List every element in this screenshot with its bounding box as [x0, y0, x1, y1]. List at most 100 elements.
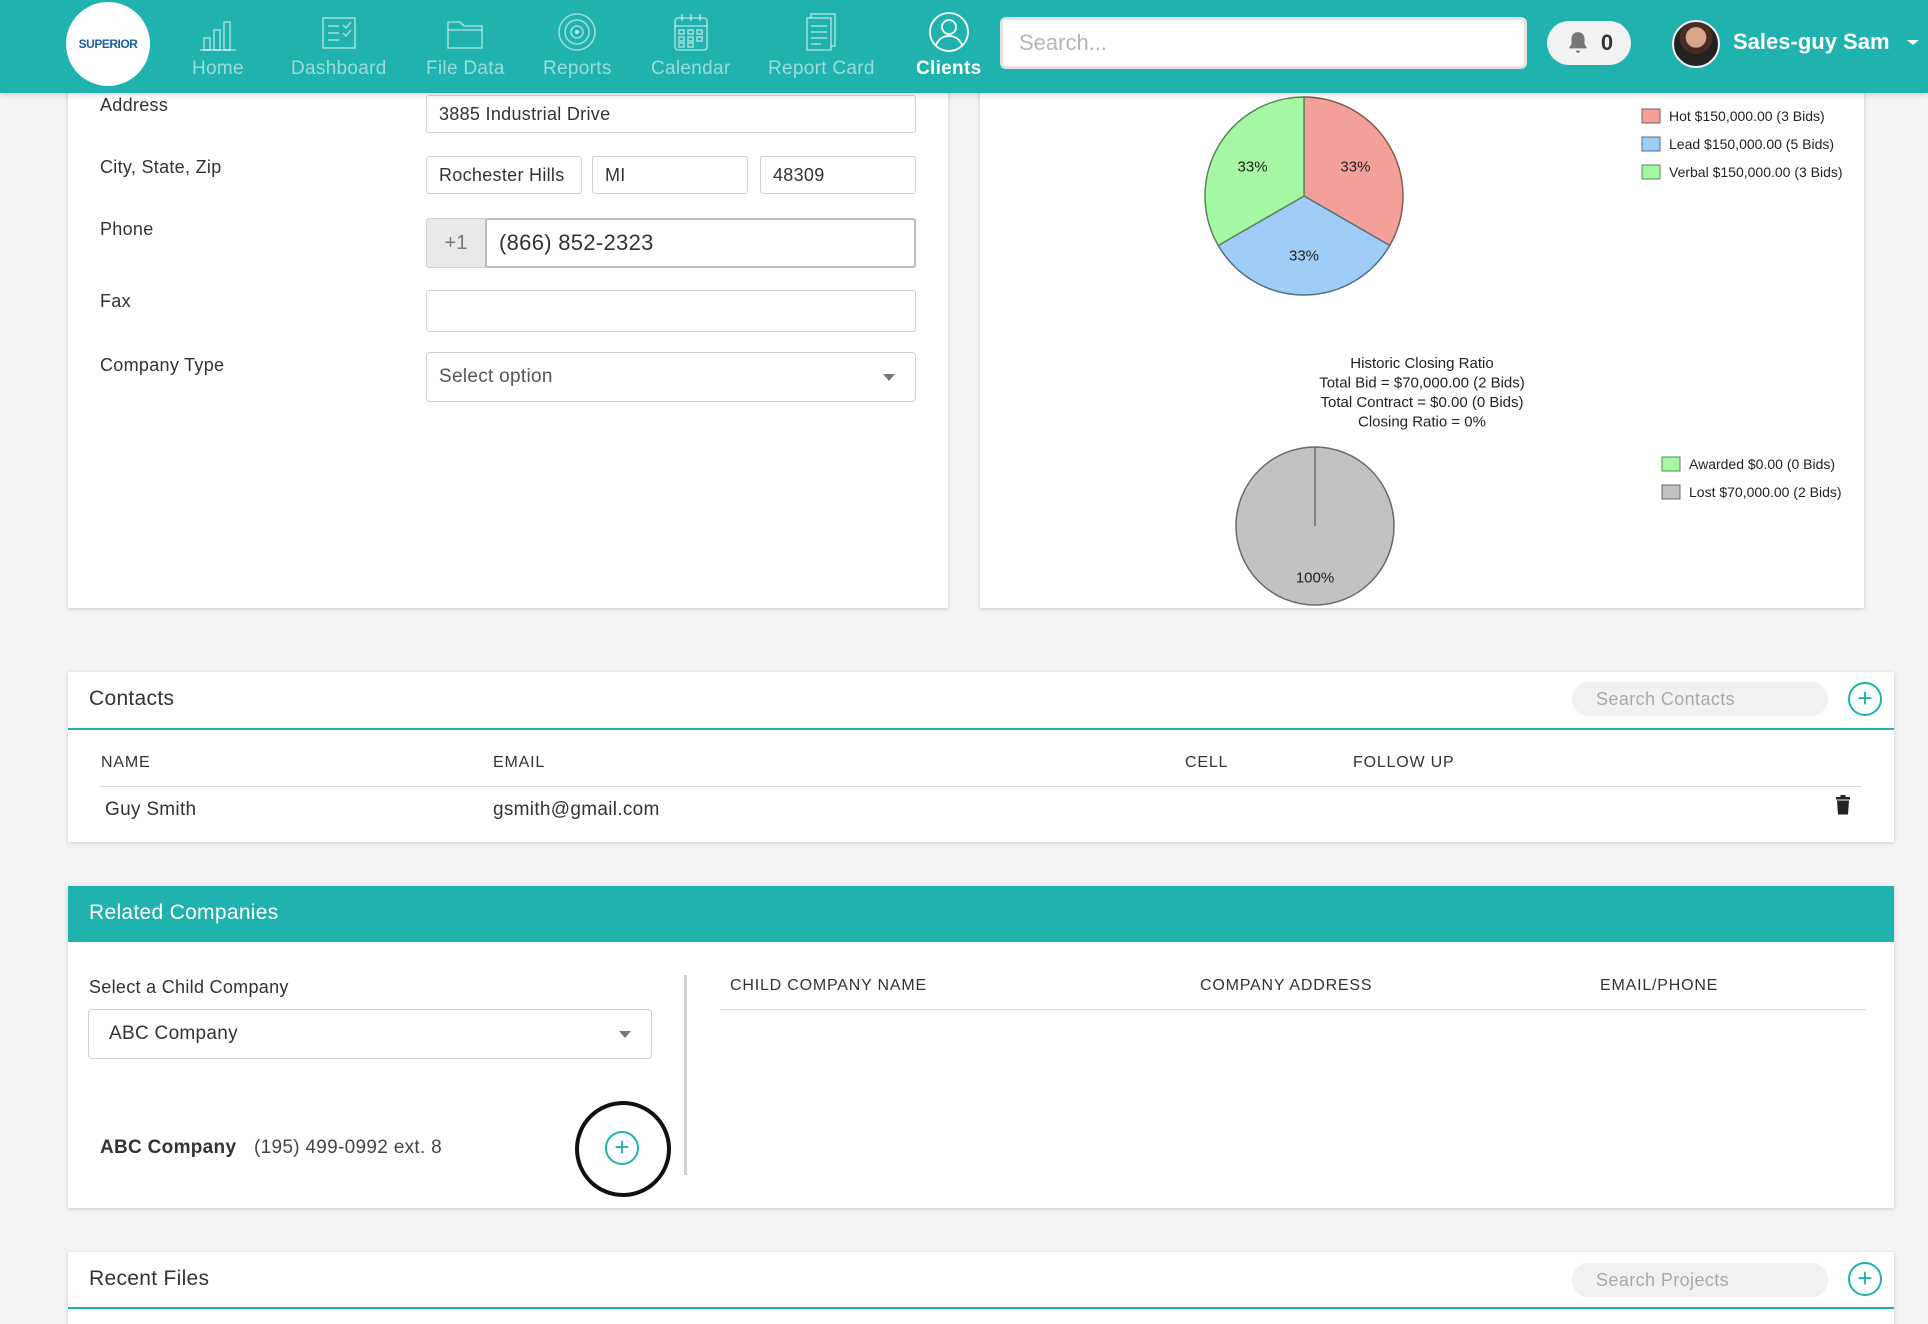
related-table-divider — [720, 1009, 1866, 1010]
nav-home-label: Home — [192, 58, 244, 79]
state-field[interactable] — [592, 156, 748, 194]
pie1-data-label: 33% — [1238, 158, 1268, 175]
nav-calendar-label: Calendar — [651, 58, 731, 79]
related-divider — [684, 975, 687, 1175]
contact-email: gsmith@gmail.com — [493, 799, 660, 820]
phone-field[interactable] — [485, 218, 916, 268]
col-name: NAME — [101, 754, 151, 771]
chevron-down-icon[interactable] — [1903, 32, 1923, 52]
recent-files-title: Recent Files — [89, 1267, 210, 1290]
target-icon — [558, 13, 597, 51]
pie1-legend-swatch — [1641, 164, 1661, 180]
related-companies-title: Related Companies — [89, 901, 279, 924]
highlight-ring — [575, 1101, 671, 1197]
chevron-down-icon — [619, 1031, 631, 1038]
pie2-legend-swatch — [1661, 456, 1681, 472]
notifications-button[interactable]: 0 — [1547, 21, 1631, 65]
nav-reports[interactable]: Reports — [543, 10, 612, 88]
select-child-company-label: Select a Child Company — [89, 977, 289, 997]
document-icon — [806, 13, 837, 51]
contact-name: Guy Smith — [105, 799, 197, 820]
pie2-legend-label: Awarded $0.00 (0 Bids) — [1689, 456, 1835, 472]
nav-report-card[interactable]: Report Card — [768, 10, 875, 88]
trash-icon[interactable] — [1835, 795, 1851, 815]
pie2-title-line: Total Bid = $70,000.00 (2 Bids) — [1319, 375, 1525, 392]
pie1-legend-swatch — [1641, 136, 1661, 152]
company-type-label: Company Type — [100, 355, 225, 375]
bell-icon — [1569, 32, 1587, 53]
pie1-data-label: 33% — [1289, 247, 1319, 264]
col-email-phone: EMAIL/PHONE — [1600, 977, 1719, 994]
add-contact-button[interactable]: + — [1848, 682, 1882, 716]
col-follow-up: FOLLOW UP — [1353, 754, 1455, 771]
pie2-title-line: Closing Ratio = 0% — [1358, 414, 1486, 431]
clipboard-icon — [322, 17, 356, 49]
recent-files-header-rule — [68, 1307, 1894, 1309]
phone-label: Phone — [100, 219, 154, 239]
child-company-select-value: ABC Company — [109, 1023, 238, 1044]
pie1-data-label: 33% — [1340, 158, 1370, 175]
col-child-company-name: CHILD COMPANY NAME — [730, 977, 927, 994]
user-icon — [928, 12, 969, 52]
nav-report-card-label: Report Card — [768, 58, 875, 79]
pie2-legend-swatch — [1661, 484, 1681, 500]
bids-charts: 33% 33% 33% Hot $150,000.00 (3 Bids) Lead $1… — [1204, 96, 1843, 606]
nav-reports-label: Reports — [543, 58, 612, 79]
company-type-value: Select option — [439, 366, 553, 387]
pie1-legend-label: Lead $150,000.00 (5 Bids) — [1669, 136, 1834, 152]
nav-file-data-label: File Data — [426, 58, 505, 79]
calendar-icon — [673, 14, 708, 51]
fax-label: Fax — [100, 291, 131, 311]
add-file-button[interactable]: + — [1848, 1262, 1882, 1296]
bar-chart-icon — [199, 21, 236, 51]
search-projects-input[interactable] — [1572, 1263, 1828, 1297]
chevron-down-icon — [883, 374, 895, 381]
nav-home[interactable]: Home — [192, 10, 244, 88]
pie1-legend-label: Verbal $150,000.00 (3 Bids) — [1669, 164, 1843, 180]
notification-count: 0 — [1600, 30, 1614, 55]
pie2-data-label: 100% — [1296, 569, 1334, 586]
address-field[interactable] — [426, 95, 916, 133]
child-company-select[interactable]: ABC Company — [88, 1009, 652, 1059]
search-contacts-input[interactable] — [1572, 682, 1828, 716]
company-logo[interactable]: SUPERIOR — [66, 2, 150, 86]
nav-clients-label: Clients — [916, 58, 982, 79]
bids-chart-card — [980, 60, 1864, 608]
folder-icon — [447, 21, 484, 49]
child-company-preview-name: ABC Company — [100, 1137, 237, 1158]
nav-clients[interactable]: Clients — [916, 10, 981, 88]
pie1-slice-hot — [1303, 96, 1404, 247]
global-search-input[interactable] — [1000, 17, 1527, 69]
top-navbar: SUPERIOR Home Dashboard File Data Report… — [0, 0, 1928, 93]
plus-icon: + — [1857, 683, 1873, 713]
nav-dashboard-label: Dashboard — [291, 58, 387, 79]
city-field[interactable] — [426, 156, 582, 194]
contacts-title: Contacts — [89, 687, 175, 710]
contacts-header-rule — [68, 728, 1894, 730]
nav-file-data[interactable]: File Data — [426, 10, 505, 88]
col-cell: CELL — [1185, 754, 1229, 771]
phone-country-prefix: +1 — [426, 218, 486, 268]
related-companies-header: Related Companies — [68, 886, 1894, 942]
zip-field[interactable] — [760, 156, 916, 194]
city-state-zip-label: City, State, Zip — [100, 157, 222, 177]
pie1-legend-swatch — [1641, 108, 1661, 124]
pie2-title-line: Total Contract = $0.00 (0 Bids) — [1320, 394, 1523, 411]
nav-dashboard[interactable]: Dashboard — [291, 10, 387, 88]
company-type-select[interactable]: Select option — [426, 352, 916, 402]
user-avatar[interactable] — [1672, 20, 1720, 68]
fax-field[interactable] — [426, 290, 916, 332]
address-label: Address — [100, 95, 169, 115]
table-row[interactable]: Guy Smith gsmith@gmail.com — [100, 788, 1862, 832]
contacts-header-divider — [100, 786, 1862, 787]
col-email: EMAIL — [493, 754, 546, 771]
logo-text: SUPERIOR — [78, 37, 138, 51]
col-company-address: COMPANY ADDRESS — [1200, 977, 1373, 994]
nav-calendar[interactable]: Calendar — [651, 10, 731, 88]
company-details-card — [68, 60, 948, 608]
pie2-legend-label: Lost $70,000.00 (2 Bids) — [1689, 484, 1842, 500]
child-company-preview-phone: (195) 499-0992 ext. 8 — [254, 1137, 442, 1158]
pie1-slice-verbal — [1204, 96, 1305, 247]
plus-icon: + — [1857, 1263, 1873, 1293]
user-menu-name[interactable]: Sales-guy Sam — [1733, 29, 1890, 54]
